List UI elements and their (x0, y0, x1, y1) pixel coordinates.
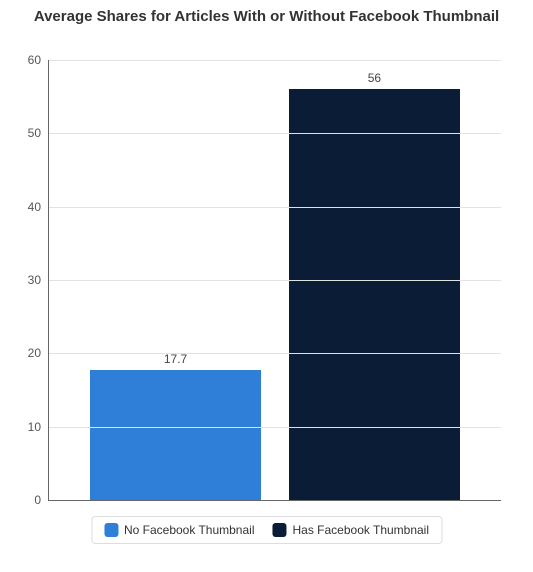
y-tick-label: 60 (28, 53, 49, 67)
gridline (49, 427, 501, 428)
legend: No Facebook Thumbnail Has Facebook Thumbn… (91, 516, 442, 544)
bar-value-label: 56 (368, 71, 381, 89)
y-tick-label: 0 (34, 493, 49, 507)
y-tick-label: 40 (28, 200, 49, 214)
y-tick-label: 20 (28, 346, 49, 360)
y-tick-label: 30 (28, 273, 49, 287)
bar: 56 (289, 89, 461, 500)
gridline (49, 207, 501, 208)
legend-swatch (273, 523, 287, 537)
chart-title: Average Shares for Articles With or With… (0, 0, 533, 27)
gridline (49, 280, 501, 281)
gridline (49, 60, 501, 61)
gridline (49, 133, 501, 134)
legend-label: No Facebook Thumbnail (124, 523, 255, 537)
bar: 17.7 (90, 370, 262, 500)
chart-container: Average Shares for Articles With or With… (0, 0, 533, 572)
legend-item: No Facebook Thumbnail (104, 523, 255, 537)
legend-item: Has Facebook Thumbnail (273, 523, 430, 537)
legend-swatch (104, 523, 118, 537)
gridline (49, 353, 501, 354)
legend-label: Has Facebook Thumbnail (293, 523, 430, 537)
bar-value-label: 17.7 (164, 352, 187, 370)
plot-area: 17.756 0102030405060 (48, 60, 501, 501)
y-tick-label: 10 (28, 420, 49, 434)
y-tick-label: 50 (28, 126, 49, 140)
